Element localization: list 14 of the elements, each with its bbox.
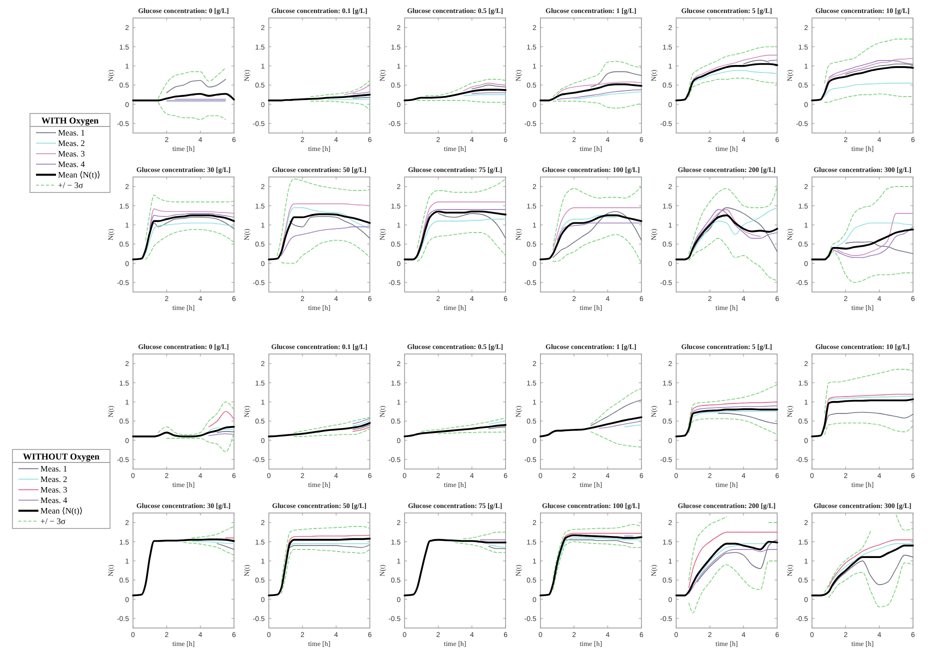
legend-title: WITH Oxygen [41, 115, 99, 126]
legend-label: Meas. 4 [58, 159, 86, 170]
legend-label: Meas. 3 [58, 148, 85, 159]
legend-label: Meas. 1 [58, 128, 85, 138]
legend-label: Mean ⟨N(t)⟩ [58, 170, 100, 180]
legend-label: Meas. 3 [40, 484, 68, 495]
legend-label: +/ − 3σ [58, 180, 84, 190]
legend-label: Mean ⟨N(t)⟩ [40, 506, 83, 516]
legend-label: Meas. 1 [40, 464, 68, 474]
legend-label: Meas. 4 [40, 495, 68, 506]
legend-label: Meas. 2 [58, 138, 85, 148]
legend-label: Meas. 2 [40, 474, 68, 484]
legend-title: WITHOUT Oxygen [22, 451, 100, 462]
legend-label: +/ − 3σ [40, 516, 66, 526]
